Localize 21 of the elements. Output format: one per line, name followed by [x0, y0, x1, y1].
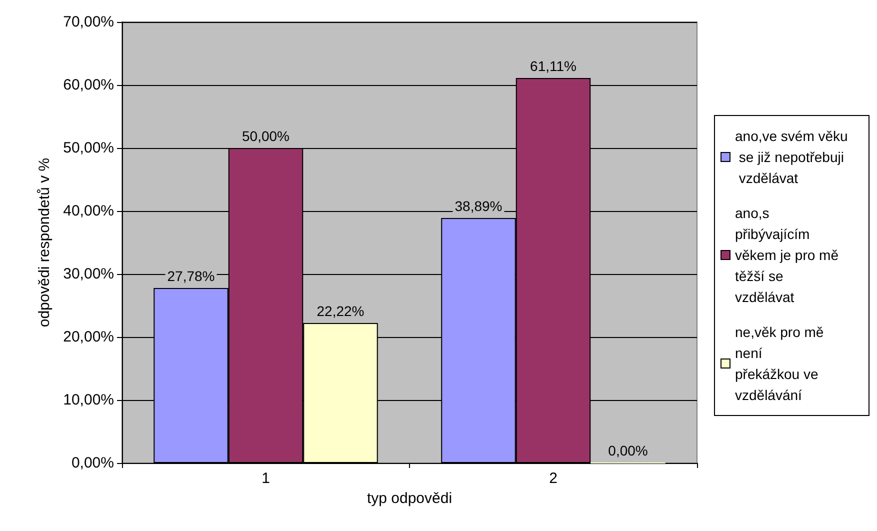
y-tick-label: 0,00%: [71, 454, 114, 472]
x-tick-label: 2: [549, 470, 558, 487]
y-tick-label: 20,00%: [63, 328, 114, 346]
y-tick-label: 50,00%: [63, 140, 114, 156]
x-tick-label: 1: [262, 470, 270, 487]
legend-label: ne,věk pro mě není překážkou ve vzdělávání: [735, 324, 828, 403]
y-tick-label: 30,00%: [63, 266, 114, 282]
y-tick-label: 60,00%: [63, 76, 114, 94]
x-axis-title: typ odpovědi: [366, 490, 452, 507]
y-tick-label: 40,00%: [63, 202, 114, 220]
data-label: 50,00%: [242, 128, 290, 144]
y-tick-label: 10,00%: [63, 392, 114, 408]
data-label: 38,89%: [454, 198, 502, 214]
data-label: 0,00%: [608, 442, 648, 458]
y-axis-title: odpovědi respondetů v %: [36, 158, 54, 328]
data-label: 27,78%: [167, 268, 215, 284]
legend-label: ano,ve svém věku se již nepotřebuji vzdělávat: [735, 128, 848, 186]
data-label: 22,22%: [316, 303, 364, 320]
data-label: 61,11%: [530, 58, 576, 74]
y-tick-label: 70,00%: [63, 14, 114, 30]
legend-label: ano,s přibývajícím věkem je pro mě těžší se vzdělávat: [735, 205, 842, 305]
